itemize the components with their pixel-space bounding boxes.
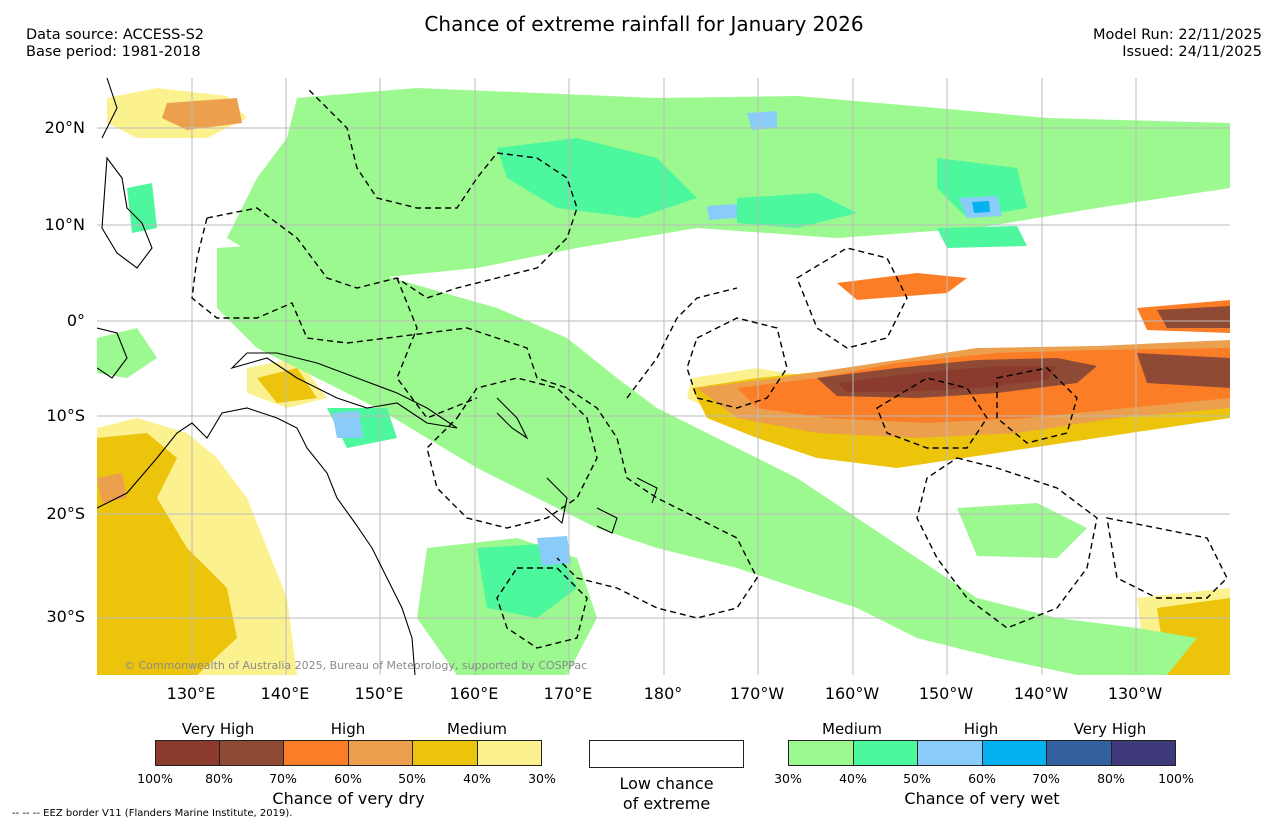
wet-tick-40: 40% bbox=[839, 771, 867, 786]
dry-tick-100: 100% bbox=[137, 771, 173, 786]
dry-legend-very-high: Very High bbox=[181, 720, 255, 738]
wet-swatch-2 bbox=[853, 740, 918, 766]
base-period: Base period: 1981-2018 bbox=[26, 44, 201, 60]
neutral-title-line1: Low chance bbox=[619, 774, 714, 793]
dry-tick-40: 40% bbox=[463, 771, 491, 786]
wet-tick-70: 70% bbox=[1032, 771, 1060, 786]
dry-swatch-3 bbox=[283, 740, 349, 766]
lon-label-130w: 130°W bbox=[1107, 684, 1163, 703]
graticule bbox=[97, 78, 1230, 675]
lon-label-140w: 140°W bbox=[1013, 684, 1069, 703]
wet-swatch-5 bbox=[1046, 740, 1112, 766]
dry-legend-medium: Medium bbox=[447, 720, 507, 738]
dry-swatch-5 bbox=[412, 740, 478, 766]
lon-label-170w: 170°W bbox=[729, 684, 785, 703]
wet-swatch-3 bbox=[917, 740, 983, 766]
neutral-title-line2: of extreme bbox=[622, 794, 711, 813]
dry-tick-30: 30% bbox=[528, 771, 556, 786]
lon-label-130e: 130°E bbox=[166, 684, 216, 703]
lon-label-170e: 170°E bbox=[543, 684, 593, 703]
lon-label-160w: 160°W bbox=[824, 684, 880, 703]
wet-tick-60: 60% bbox=[968, 771, 996, 786]
coastlines bbox=[97, 78, 658, 675]
header-left: Data source: ACCESS-S2 Base period: 1981… bbox=[26, 27, 204, 61]
dry-swatch-1 bbox=[155, 740, 220, 766]
lon-label-160e: 160°E bbox=[449, 684, 499, 703]
wet-tick-50: 50% bbox=[903, 771, 931, 786]
dry-swatch-2 bbox=[219, 740, 284, 766]
data-source: Data source: ACCESS-S2 bbox=[26, 27, 205, 43]
lon-label-180: 180° bbox=[643, 684, 683, 703]
dry-tick-80: 80% bbox=[205, 771, 233, 786]
map-credit: © Commonwealth of Australia 2025, Bureau… bbox=[124, 659, 588, 672]
lat-label-10s: 10°S bbox=[46, 406, 85, 425]
lat-label-20n: 20°N bbox=[44, 118, 85, 137]
dry-legend-title: Chance of very dry bbox=[272, 789, 425, 808]
wet-legend-title: Chance of very wet bbox=[904, 789, 1060, 808]
dry-colorbar bbox=[155, 740, 542, 768]
model-run: Model Run: 22/11/2025 bbox=[1092, 27, 1262, 43]
wet-tick-80: 80% bbox=[1097, 771, 1125, 786]
wet-swatch-4 bbox=[982, 740, 1047, 766]
lat-label-0: 0° bbox=[66, 311, 85, 330]
header-right: Model Run: 22/11/2025 Issued: 24/11/2025 bbox=[1093, 27, 1262, 61]
wet-swatch-6 bbox=[1111, 740, 1176, 766]
rainfall-map bbox=[97, 78, 1230, 675]
dry-tick-60: 60% bbox=[334, 771, 362, 786]
wet-colorbar bbox=[788, 740, 1176, 768]
lon-label-140e: 140°E bbox=[260, 684, 310, 703]
eez-footnote: -- -- -- EEZ border V11 (Flanders Marine… bbox=[12, 808, 293, 819]
wet-legend-very-high: Very High bbox=[1073, 720, 1147, 738]
dry-swatch-4 bbox=[348, 740, 413, 766]
lon-label-150e: 150°E bbox=[354, 684, 404, 703]
wet-tick-30: 30% bbox=[774, 771, 802, 786]
wet-legend-medium: Medium bbox=[822, 720, 882, 738]
dry-tick-70: 70% bbox=[269, 771, 297, 786]
neutral-swatch bbox=[589, 740, 744, 768]
wet-tick-100: 100% bbox=[1158, 771, 1194, 786]
wet-swatch-1 bbox=[788, 740, 854, 766]
issued-date: Issued: 24/11/2025 bbox=[1122, 44, 1262, 60]
lat-label-10n: 10°N bbox=[44, 215, 85, 234]
lat-label-30s: 30°S bbox=[46, 607, 85, 626]
lat-label-20s: 20°S bbox=[46, 504, 85, 523]
map-title: Chance of extreme rainfall for January 2… bbox=[424, 12, 864, 36]
eez-borders bbox=[191, 87, 1228, 649]
dry-swatch-6 bbox=[477, 740, 542, 766]
wet-legend-high: High bbox=[963, 720, 999, 738]
dry-tick-50: 50% bbox=[398, 771, 426, 786]
lon-label-150w: 150°W bbox=[918, 684, 974, 703]
wet-high-regions bbox=[332, 111, 1002, 566]
neutral-legend-title: Low chance of extreme bbox=[589, 774, 744, 814]
dry-legend-high: High bbox=[330, 720, 366, 738]
